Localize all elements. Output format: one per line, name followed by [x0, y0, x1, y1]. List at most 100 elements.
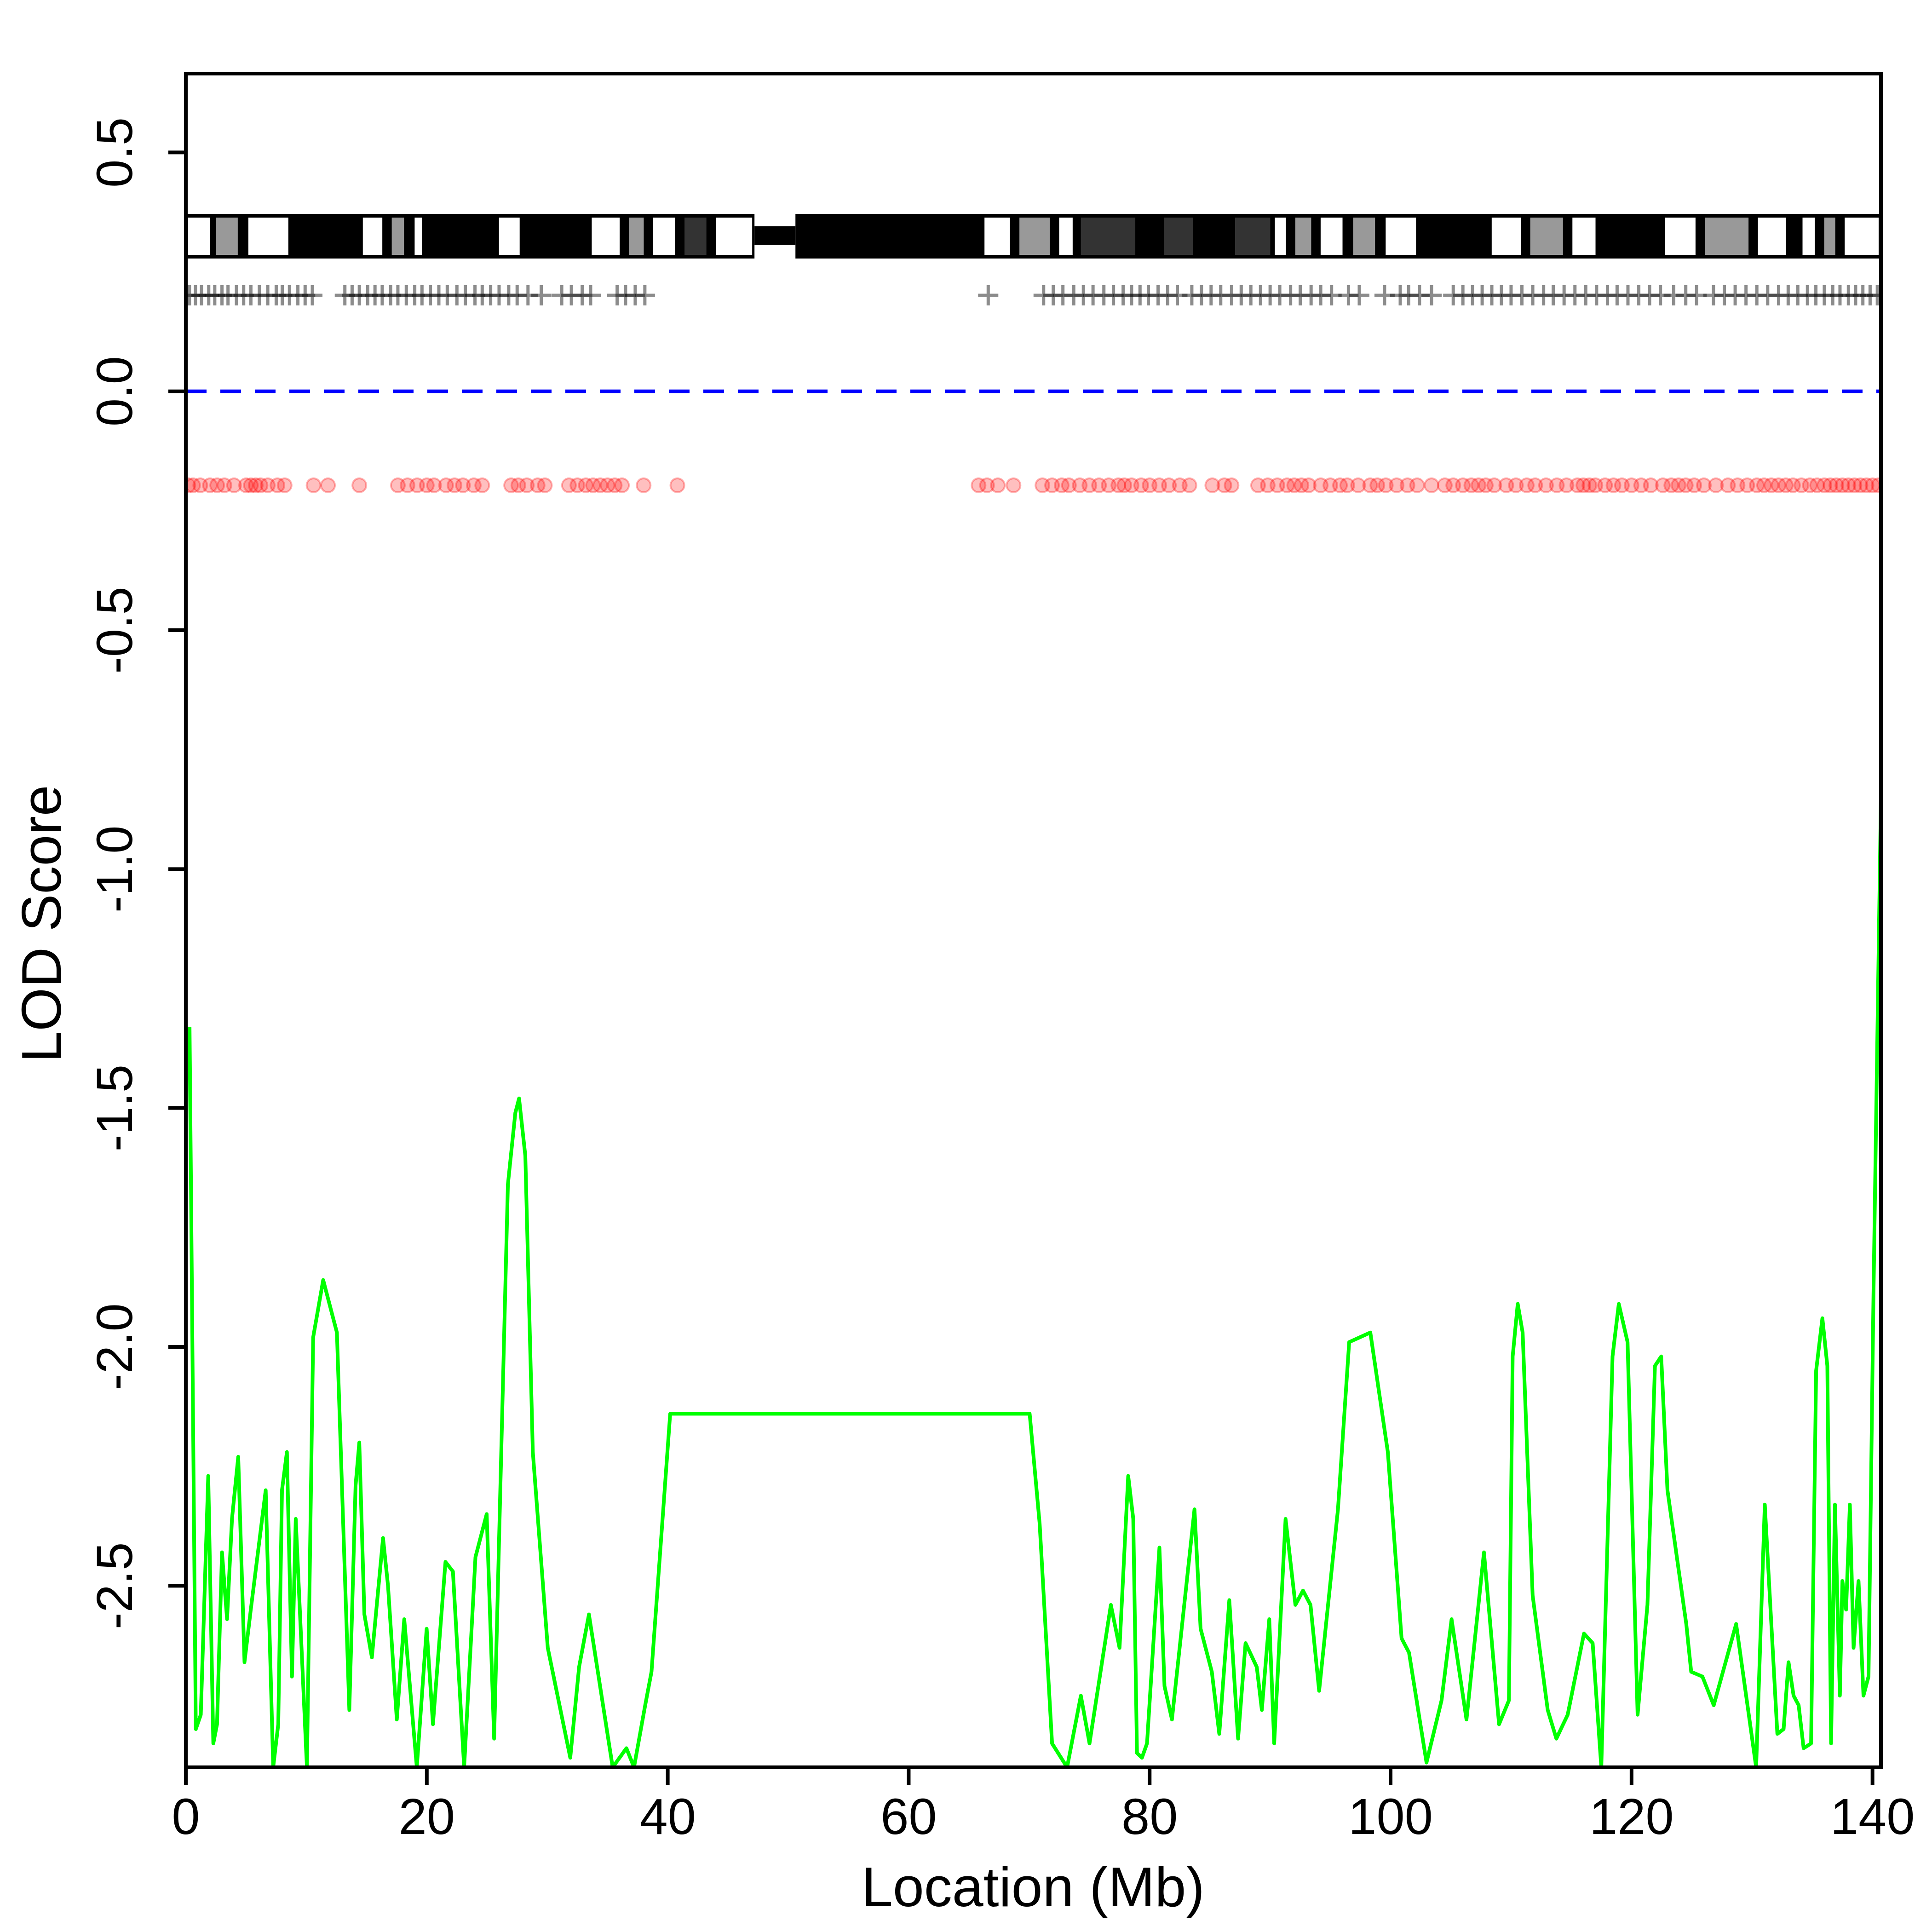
snp-dot [1834, 477, 1851, 493]
snp-dot [305, 477, 322, 493]
snp-dot [1597, 477, 1613, 493]
marker [1138, 285, 1159, 305]
y-tick-label: 0.5 [86, 117, 143, 188]
marker [572, 285, 592, 305]
marker [1181, 285, 1202, 305]
cytoband [499, 218, 520, 255]
snp-dot [1720, 477, 1736, 493]
marker [349, 285, 370, 305]
marker [552, 285, 572, 305]
snp-dot [1809, 477, 1825, 493]
snp-dot [1771, 477, 1787, 493]
marker [1663, 285, 1684, 305]
marker [489, 285, 509, 305]
cytoband [216, 218, 238, 255]
marker [455, 285, 476, 305]
marker [1736, 285, 1756, 305]
cytoband [1386, 218, 1416, 255]
snp-dot [226, 477, 242, 493]
cytoband [653, 218, 675, 255]
cytoband [684, 218, 707, 255]
snp-dot [537, 477, 553, 493]
snp-dot [1409, 477, 1425, 493]
x-tick-label: 140 [1830, 1788, 1915, 1845]
snp-dot [1044, 477, 1060, 493]
marker [1564, 285, 1585, 305]
marker [1618, 285, 1638, 305]
marker [625, 285, 645, 305]
marker [480, 285, 501, 305]
snp-dot [1605, 477, 1622, 493]
marker [1311, 285, 1331, 305]
marker [1443, 285, 1464, 305]
snp-dot [585, 477, 601, 493]
y-tick-label: 0.0 [86, 356, 143, 426]
snp-dot [1035, 477, 1051, 493]
marker [1686, 285, 1707, 305]
cytoband [414, 218, 422, 255]
marker [1639, 285, 1660, 305]
marker [295, 285, 316, 305]
snp-dot [529, 477, 546, 493]
snp-dot [253, 477, 269, 493]
marker [204, 285, 225, 305]
snp-dot [669, 477, 685, 493]
snp-dot [1161, 477, 1177, 493]
marker [212, 285, 232, 305]
marker [387, 285, 408, 305]
snp-dot [1756, 477, 1772, 493]
snp-dot [1498, 477, 1514, 493]
snp-dot [1471, 477, 1487, 493]
marker [233, 285, 254, 305]
snp-dot [419, 477, 435, 493]
x-axis-label: Location (Mb) [862, 1856, 1205, 1918]
snp-dot [438, 477, 454, 493]
marker [1321, 285, 1342, 305]
marker [1398, 285, 1419, 305]
cytoband [1705, 218, 1749, 255]
snp-dot [1123, 477, 1139, 493]
snp-dot [409, 477, 425, 493]
snp-dot [1362, 477, 1378, 493]
marker [1586, 285, 1607, 305]
snp-dot [1133, 477, 1149, 493]
snp-dot [243, 477, 259, 493]
snp-dot [270, 477, 286, 493]
snp-dot [990, 477, 1006, 493]
snp-dot [561, 477, 577, 493]
snp-dot [1181, 477, 1197, 493]
cytoband [1353, 218, 1375, 255]
marker [561, 285, 582, 305]
cytoband [1275, 218, 1286, 255]
snp-dot [1633, 477, 1649, 493]
marker [531, 285, 552, 305]
marker [334, 285, 355, 305]
marker [1113, 285, 1133, 305]
y-tick-label: -2.5 [86, 1542, 143, 1630]
snp-dot [1110, 477, 1127, 493]
marker [1597, 285, 1618, 305]
snp-dot [1116, 477, 1133, 493]
snp-dot [1778, 477, 1794, 493]
snp-dot [216, 477, 232, 493]
marker [1860, 285, 1880, 305]
snp-dot [1686, 477, 1702, 493]
snp-dot [1081, 477, 1098, 493]
snp-dot [1424, 477, 1440, 493]
marker [404, 285, 425, 305]
marker [1290, 285, 1311, 305]
snp-dot [1823, 477, 1838, 493]
cytoband [1140, 218, 1160, 255]
snp-dot [971, 477, 987, 493]
cytoband [1802, 218, 1815, 255]
cytoband [716, 218, 753, 255]
snp-dot [1763, 477, 1779, 493]
marker [1221, 285, 1242, 305]
marker [1301, 285, 1322, 305]
snp-dot [1730, 477, 1746, 493]
marker [1130, 285, 1150, 305]
snp-dot [1858, 477, 1874, 493]
snp-dot [1587, 477, 1604, 493]
